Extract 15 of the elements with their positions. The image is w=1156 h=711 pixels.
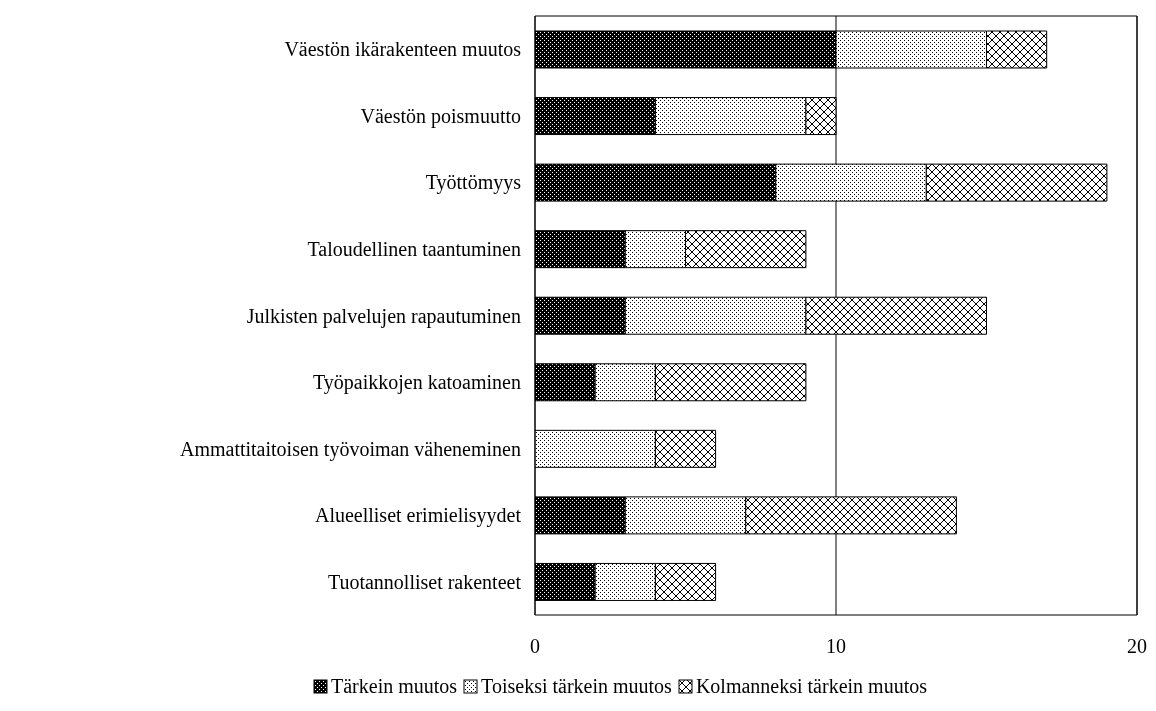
x-tick-label: 10 — [826, 635, 846, 658]
y-tick-label: Julkisten palvelujen rapautuminen — [246, 304, 521, 328]
legend-label: Kolmanneksi tärkein muutos — [694, 675, 927, 698]
y-tick-label: Alueelliset erimielisyydet — [314, 504, 522, 528]
y-tick-label: Työttömyys — [425, 171, 522, 195]
y-tick-label: Taloudellinen taantuminen — [307, 238, 521, 261]
y-tick-label: Väestön poismuutto — [360, 104, 521, 128]
y-tick-label: Tuotannolliset rakenteet — [327, 570, 522, 593]
x-tick-label: 20 — [1127, 635, 1147, 658]
y-tick-label: Väestön ikärakenteen muutos — [284, 38, 522, 61]
legend-label: Tärkein muutos — [330, 675, 458, 698]
legend-label: Toiseksi tärkein muutos — [480, 675, 672, 698]
y-tick-label: Ammattitaitoisen työvoiman väheneminen — [179, 437, 521, 461]
y-tick-label: Työpaikkojen katoaminen — [313, 371, 521, 395]
x-tick-label: 0 — [530, 635, 540, 658]
